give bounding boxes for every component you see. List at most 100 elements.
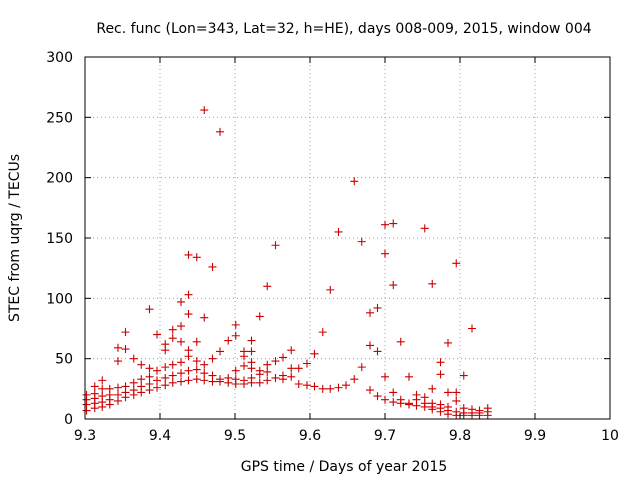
y-tick-label: 100 xyxy=(46,291,73,307)
data-point xyxy=(184,346,193,355)
data-point xyxy=(287,372,296,381)
data-point xyxy=(459,371,468,380)
data-point xyxy=(184,290,193,299)
data-point xyxy=(287,346,296,355)
data-point xyxy=(114,390,122,399)
data-point xyxy=(145,372,154,381)
data-point xyxy=(247,347,256,356)
data-point xyxy=(224,336,233,345)
data-point xyxy=(82,390,91,399)
data-point xyxy=(153,366,161,375)
data-point xyxy=(114,343,122,352)
data-point xyxy=(231,331,240,340)
y-axis-label: STEC from uqrg / TECUs xyxy=(7,154,23,322)
data-point xyxy=(271,357,280,366)
data-point xyxy=(255,366,264,375)
data-point xyxy=(192,357,201,366)
data-point xyxy=(161,363,170,372)
data-point xyxy=(247,336,256,345)
axis-ticks xyxy=(84,56,611,420)
data-point xyxy=(114,383,122,392)
data-point xyxy=(90,389,99,398)
data-point xyxy=(444,388,452,397)
data-point xyxy=(326,285,335,294)
data-point xyxy=(255,312,264,321)
x-tick-labels: 9.3 9.4 9.5 9.6 9.7 9.8 9.9 10 xyxy=(74,428,619,444)
data-point xyxy=(145,380,154,389)
data-point xyxy=(200,313,209,322)
data-point xyxy=(334,383,343,392)
data-point xyxy=(381,372,389,381)
data-point xyxy=(318,328,327,337)
data-point xyxy=(342,381,350,390)
x-tick-label: 9.7 xyxy=(374,428,396,444)
data-point xyxy=(168,360,177,369)
data-point xyxy=(428,399,437,408)
data-point xyxy=(145,305,154,314)
x-tick-label: 9.9 xyxy=(524,428,546,444)
data-point xyxy=(98,376,107,385)
data-point xyxy=(405,372,413,381)
data-point xyxy=(389,388,398,397)
y-tick-label: 300 xyxy=(46,50,73,66)
data-point xyxy=(168,371,177,380)
y-tick-label: 50 xyxy=(55,352,73,368)
data-point xyxy=(153,330,161,339)
data-point xyxy=(184,310,193,319)
data-point xyxy=(271,241,280,250)
data-point xyxy=(216,347,224,356)
data-point xyxy=(389,219,398,228)
data-point xyxy=(468,324,476,333)
y-tick-labels: 0 50 100 150 200 250 300 xyxy=(46,50,73,428)
data-point xyxy=(192,253,201,262)
data-point xyxy=(389,398,398,407)
data-point xyxy=(216,127,224,136)
data-point xyxy=(357,237,366,246)
data-point xyxy=(279,353,287,362)
data-point xyxy=(192,375,201,384)
data-point xyxy=(350,375,359,384)
data-point xyxy=(168,334,177,343)
x-tick-label: 9.4 xyxy=(149,428,171,444)
data-point xyxy=(200,360,209,369)
data-point xyxy=(420,224,429,233)
data-point xyxy=(263,367,272,376)
data-point xyxy=(224,373,233,382)
data-point xyxy=(168,325,177,334)
data-point xyxy=(90,382,99,391)
data-point xyxy=(114,357,122,366)
data-point xyxy=(240,361,248,370)
data-point xyxy=(200,106,209,115)
data-point xyxy=(436,370,445,379)
data-point xyxy=(192,365,201,374)
data-points xyxy=(82,106,492,420)
data-point xyxy=(263,376,272,385)
data-point xyxy=(373,392,382,401)
data-point xyxy=(161,373,170,382)
data-point xyxy=(184,366,193,375)
data-point xyxy=(381,220,389,229)
data-point xyxy=(334,227,343,236)
data-point xyxy=(483,404,492,413)
data-point xyxy=(247,358,256,367)
data-point xyxy=(129,354,138,363)
data-point xyxy=(177,322,185,331)
data-point xyxy=(381,249,389,258)
data-point xyxy=(121,328,130,337)
data-point xyxy=(153,383,161,392)
data-point xyxy=(412,390,421,399)
x-axis-label: GPS time / Days of year 2015 xyxy=(241,459,448,475)
data-point xyxy=(366,386,374,395)
data-point xyxy=(200,369,209,378)
y-tick-label: 200 xyxy=(46,171,73,187)
x-tick-label: 10 xyxy=(601,428,619,444)
x-tick-label: 9.3 xyxy=(74,428,96,444)
data-point xyxy=(161,340,170,349)
data-point xyxy=(98,392,107,401)
data-point xyxy=(279,371,287,380)
data-point xyxy=(129,386,138,395)
data-point xyxy=(184,376,193,385)
data-point xyxy=(357,363,366,372)
data-point xyxy=(468,405,476,414)
data-point xyxy=(263,282,272,291)
